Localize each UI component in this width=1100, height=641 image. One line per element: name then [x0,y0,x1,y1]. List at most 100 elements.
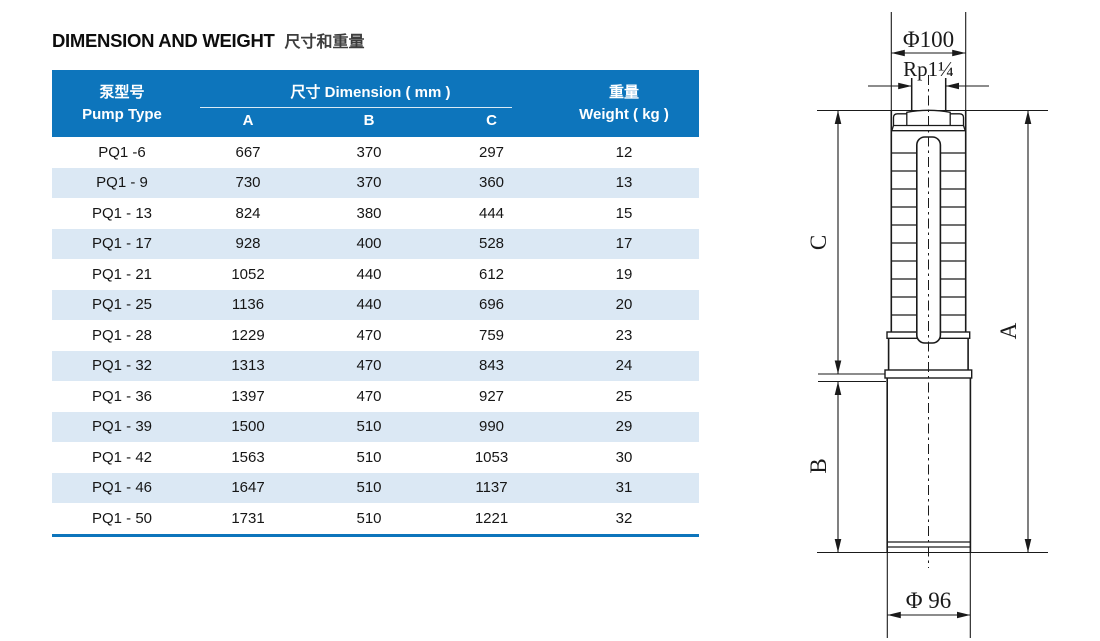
cell-type: PQ1 - 13 [91,204,153,222]
cell-type: PQ1 - 9 [96,174,148,192]
drawing-lines [817,12,1048,638]
cell-a: 1136 [231,296,265,314]
table-row: PQ1 - 36 1397 470 927 25 [52,381,699,412]
cell-a: 824 [235,204,261,222]
title-chinese: 尺寸和重量 [284,34,365,51]
cell-w: 17 [615,235,633,253]
cell-b: 440 [356,296,382,314]
collar-sides [887,338,969,370]
page-title: DIMENSION AND WEIGHT 尺寸和重量 [52,28,365,52]
table-body: PQ1 -6 667 370 297 12 PQ1 - 9 730 370 360 13 PQ1 -… [52,137,699,534]
pump-stage-ribs [891,152,966,316]
cell-type: PQ1 - 25 [91,296,153,314]
table-row: PQ1 - 39 1500 510 990 29 [52,411,699,442]
cell-c: 1053 [474,448,509,466]
cell-a: 928 [235,235,261,253]
cell-c: 990 [478,418,505,436]
cell-b: 380 [356,204,382,222]
table-row: PQ1 - 17 928 400 528 17 [52,228,699,259]
table-row: PQ1 - 28 1229 470 759 23 [52,320,699,351]
dimension-weight-table: 泵型号 Pump Type 尺寸 Dimension ( mm ) A B C … [52,70,699,537]
cb-leader-lines [818,373,886,383]
label-dim-a: A [996,322,1021,339]
cell-a: 1052 [231,265,265,283]
cell-w: 24 [615,357,633,375]
label-dia-100: Φ100 [903,27,954,52]
cell-a: 1229 [231,326,265,344]
cell-type: PQ1 - 39 [91,418,153,436]
label-dim-c: C [806,235,831,250]
table-row: PQ1 - 50 1731 510 1221 32 [52,503,699,534]
cell-c: 843 [478,357,505,375]
header-dimension-label: 尺寸 Dimension ( mm ) [290,84,451,101]
title-english: DIMENSION AND WEIGHT [52,30,275,51]
cell-w: 15 [615,204,633,222]
cell-type: PQ1 - 50 [91,509,153,527]
cell-c: 759 [478,326,505,344]
cell-w: 30 [615,448,633,466]
table-row: PQ1 -6 667 370 297 12 [52,137,699,168]
cell-c: 360 [478,174,505,192]
header-dimension-group: 尺寸 Dimension ( mm ) A B C [192,70,549,137]
table-row: PQ1 - 21 1052 440 612 19 [52,259,699,290]
cell-a: 1731 [231,509,265,527]
bottom-extension-lines [886,552,971,638]
cell-b: 470 [356,357,382,375]
header-col-b: B [363,112,375,129]
table-bottom-rule [52,533,699,537]
cell-c: 1221 [474,509,509,527]
header-weight: 重量 Weight ( kg ) [549,70,699,137]
header-weight-en: Weight ( kg ) [579,105,669,123]
table-row: PQ1 - 13 824 380 444 15 [52,198,699,229]
motor-bottom-ring [887,541,971,548]
table-row: PQ1 - 42 1563 510 1053 30 [52,442,699,473]
motor-body-edges [886,378,972,553]
label-dia-96: Φ 96 [906,588,952,613]
cell-w: 19 [615,265,633,283]
cell-b: 510 [356,418,382,436]
cell-w: 13 [615,174,633,192]
header-weight-zh: 重量 [608,83,639,101]
table-row: PQ1 - 32 1313 470 843 24 [52,350,699,381]
table-row: PQ1 - 46 1647 510 1137 31 [52,472,699,503]
cell-type: PQ1 - 17 [91,235,153,253]
cell-type: PQ1 - 36 [91,387,153,405]
cell-a: 1563 [231,448,265,466]
table-row: PQ1 - 25 1136 440 696 20 [52,289,699,320]
cell-c: 297 [478,143,505,161]
cell-b: 370 [356,143,382,161]
cell-c: 1137 [475,479,508,497]
cell-c: 927 [478,387,505,405]
cell-b: 470 [356,387,382,405]
cell-b: 370 [356,174,382,192]
cell-a: 1647 [231,479,265,497]
table-header: 泵型号 Pump Type 尺寸 Dimension ( mm ) A B C … [52,70,699,137]
table-row: PQ1 - 9 730 370 360 13 [52,167,699,198]
cell-w: 32 [615,509,633,527]
cell-w: 23 [615,326,633,344]
cell-type: PQ1 - 46 [91,479,153,497]
cell-a: 1397 [231,387,265,405]
cell-type: PQ1 - 28 [91,326,153,344]
cell-a: 1500 [231,418,265,436]
header-dimension-underline [200,107,512,108]
cell-b: 510 [356,479,382,497]
cell-c: 696 [478,296,505,314]
cell-w: 12 [615,143,633,161]
label-thread-rp: Rp1¼ [903,57,954,81]
header-col-a: A [242,112,254,129]
cell-w: 20 [615,296,633,314]
header-pump-type: 泵型号 Pump Type [52,70,192,137]
cell-type: PQ1 -6 [98,143,146,161]
cell-type: PQ1 - 32 [91,357,153,375]
cell-b: 470 [356,326,382,344]
pump-body-edges [890,110,967,332]
cell-c: 528 [478,235,505,253]
cell-type: PQ1 - 42 [91,448,153,466]
cell-type: PQ1 - 21 [91,265,153,283]
cell-b: 510 [356,448,382,466]
cell-b: 510 [356,509,382,527]
cell-c: 444 [478,204,505,222]
